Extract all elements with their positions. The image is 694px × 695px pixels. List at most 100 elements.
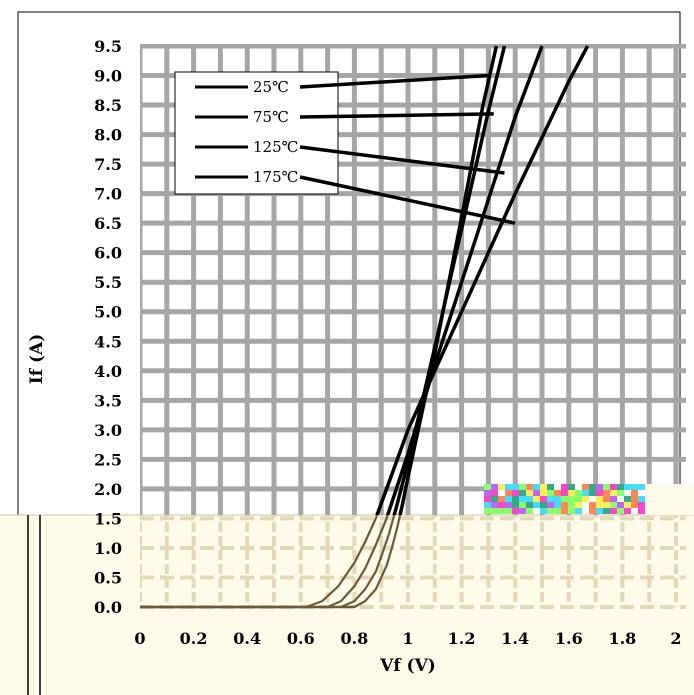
x-tick-label: 0.4 <box>233 629 261 648</box>
noise-cell <box>617 502 624 508</box>
noise-cell <box>568 508 575 514</box>
noise-cell <box>610 484 617 490</box>
series-line-2 <box>392 45 507 515</box>
noise-cell <box>575 484 582 490</box>
noise-cell <box>484 490 491 496</box>
noise-cell <box>582 484 589 490</box>
noise-cell <box>596 508 603 514</box>
y-tick-labels: 0.0 0.5 1.0 1.5 2.0 2.5 3.0 3.5 4.0 4.5 5.0 5.5 6.0 6… <box>94 37 122 617</box>
noise-cell <box>575 502 582 508</box>
noise-cell <box>547 496 554 502</box>
y-tick-label: 3.0 <box>94 421 122 440</box>
x-tick-label: 0 <box>134 629 145 648</box>
legend: 25℃ 75℃ 125℃ 175℃ <box>174 71 516 225</box>
series-line-2 <box>140 515 396 609</box>
lower-curves <box>140 515 402 609</box>
series-line-1 <box>140 515 402 609</box>
noise-cell <box>505 496 512 502</box>
noise-cell <box>484 508 491 514</box>
noise-cell <box>561 508 568 514</box>
noise-cell <box>603 496 610 502</box>
noise-cell <box>491 490 498 496</box>
noise-cell <box>554 496 561 502</box>
noise-cell <box>512 484 519 490</box>
y-tick-label: 4.5 <box>94 332 122 351</box>
legend-leader-line <box>299 145 505 175</box>
curves-group <box>140 45 590 609</box>
x-tick-label: 0.6 <box>287 629 315 648</box>
y-tick-label: 2.0 <box>94 480 122 499</box>
noise-cell <box>505 508 512 514</box>
noise-cell <box>519 484 526 490</box>
legend-label: 25℃ <box>253 78 289 96</box>
y-tick-label: 6.0 <box>94 244 122 263</box>
noise-cell <box>561 484 568 490</box>
noise-cell <box>610 496 617 502</box>
y-tick-label: 4.0 <box>94 362 122 381</box>
noise-cell <box>498 508 505 514</box>
x-tick-label: 1.6 <box>555 629 583 648</box>
noise-cell <box>533 502 540 508</box>
y-axis-title: If (A) <box>27 334 47 384</box>
noise-cell <box>596 502 603 508</box>
y-tick-label: 7.0 <box>94 185 122 204</box>
noise-cell <box>533 490 540 496</box>
noise-cell <box>603 502 610 508</box>
noise-cell <box>645 484 694 515</box>
noise-cell <box>540 484 547 490</box>
series-line-3 <box>385 45 544 515</box>
noise-cell <box>554 484 561 490</box>
noise-cell <box>624 490 631 496</box>
y-tick-label: 8.5 <box>94 96 122 115</box>
y-tick-label: 1.0 <box>94 539 122 558</box>
noise-cell <box>491 508 498 514</box>
y-tick-label: 6.5 <box>94 214 122 233</box>
noise-cell <box>533 496 540 502</box>
noise-cell <box>498 490 505 496</box>
noise-cell <box>617 490 624 496</box>
legend-label: 175℃ <box>253 168 298 186</box>
noise-cell <box>631 490 638 496</box>
noise-cell <box>603 490 610 496</box>
legend-label: 125℃ <box>253 138 298 156</box>
noise-cell <box>638 508 645 514</box>
y-tick-label: 5.0 <box>94 303 122 322</box>
noise-cell <box>519 502 526 508</box>
noise-cell <box>561 502 568 508</box>
noise-cell <box>575 496 582 502</box>
y-tick-label: 0.5 <box>94 568 122 587</box>
noise-cell <box>575 490 582 496</box>
noise-cell <box>589 484 596 490</box>
noise-cell <box>631 508 638 514</box>
noise-cell <box>631 496 638 502</box>
upper-curves <box>375 45 590 515</box>
legend-leader-line <box>299 112 494 119</box>
noise-cell <box>526 502 533 508</box>
series-line-1 <box>398 45 499 515</box>
noise-cell <box>554 490 561 496</box>
noise-cell <box>547 484 554 490</box>
noise-cell <box>540 496 547 502</box>
noise-cell <box>554 508 561 514</box>
noise-cell <box>484 496 491 502</box>
x-tick-label: 1.8 <box>608 629 636 648</box>
y-tick-label: 8.0 <box>94 126 122 145</box>
noise-cell <box>561 490 568 496</box>
legend-label: 75℃ <box>253 108 289 126</box>
x-tick-label: 1.4 <box>501 629 529 648</box>
noise-cell <box>519 508 526 514</box>
noise-cell <box>638 502 645 508</box>
noise-cell <box>505 484 512 490</box>
legend-box <box>174 71 339 195</box>
noise-cell <box>568 484 575 490</box>
noise-cell <box>484 502 491 508</box>
noise-cell <box>526 508 533 514</box>
series-line-4 <box>140 515 379 609</box>
noise-cell <box>498 484 505 490</box>
y-tick-label: 9.0 <box>94 67 122 86</box>
noise-cell <box>589 496 596 502</box>
noise-cell <box>589 502 596 508</box>
x-tick-labels: 0 0.2 0.4 0.6 0.8 1 1.2 1.4 1.6 1.8 2 <box>134 629 681 648</box>
noise-cell <box>484 484 491 490</box>
